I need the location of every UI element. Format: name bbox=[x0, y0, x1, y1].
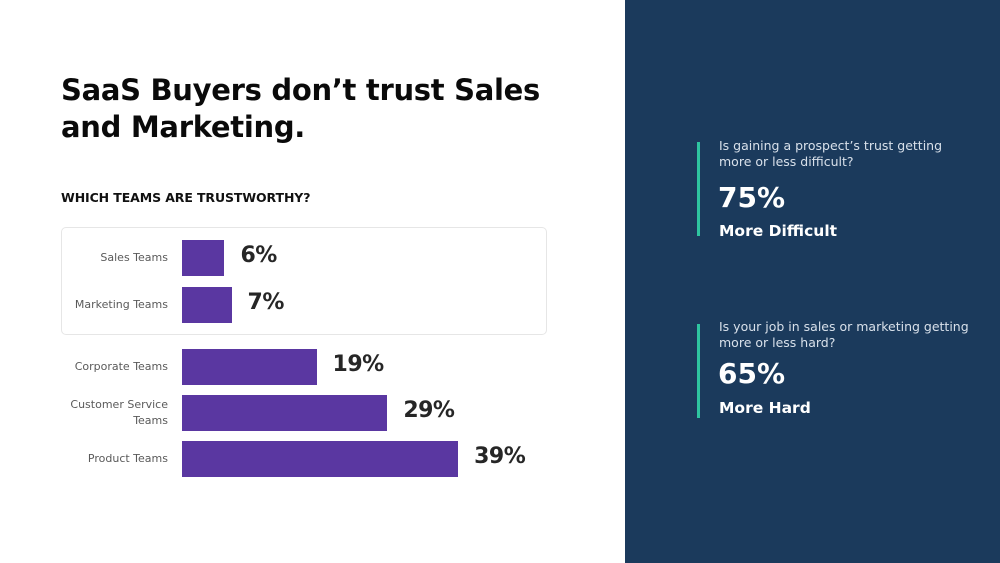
bar-label-sales-teams: Sales Teams bbox=[48, 250, 168, 266]
chart-subtitle: WHICH TEAMS ARE TRUSTWORTHY? bbox=[61, 190, 311, 205]
slide-title: SaaS Buyers don’t trust Sales and Market… bbox=[61, 73, 540, 144]
accent-bar bbox=[697, 142, 700, 236]
stat-question: Is your job in sales or marketing gettin… bbox=[719, 319, 969, 350]
stat-question: Is gaining a prospect’s trust getting mo… bbox=[719, 138, 943, 169]
bar-value-customer-service-teams: 29% bbox=[403, 398, 455, 423]
stat-value: 75% bbox=[718, 181, 786, 214]
bar-label-marketing-teams: Marketing Teams bbox=[48, 297, 168, 313]
bar-sales-teams bbox=[182, 240, 225, 276]
bar-corporate-teams bbox=[182, 349, 317, 385]
highlight-box bbox=[61, 227, 547, 335]
bar-customer-service-teams bbox=[182, 395, 388, 431]
accent-bar bbox=[697, 324, 700, 418]
stat-value: 65% bbox=[718, 357, 786, 390]
bar-label-line: Teams bbox=[133, 414, 168, 427]
chart-panel: SaaS Buyers don’t trust Sales and Market… bbox=[48, 73, 547, 477]
bar-value-marketing-teams: 7% bbox=[247, 290, 285, 315]
bar-product-teams bbox=[182, 441, 459, 477]
bar-label-line: Marketing Teams bbox=[74, 298, 168, 311]
bar-label-line: Customer Service bbox=[70, 398, 168, 411]
stat-caption: More Hard bbox=[719, 399, 811, 417]
bar-value-corporate-teams: 19% bbox=[332, 352, 385, 377]
bar-marketing-teams bbox=[182, 287, 232, 323]
bar-label-customer-service-teams: Customer Service Teams bbox=[48, 397, 168, 429]
bar-value-product-teams: 39% bbox=[474, 444, 526, 469]
bar-label-line: Sales Teams bbox=[100, 251, 168, 264]
stats-panel bbox=[625, 0, 1000, 563]
bar-value-sales-teams: 6% bbox=[240, 243, 277, 268]
stat-caption: More Difficult bbox=[719, 222, 838, 240]
bar-label-line: Corporate Teams bbox=[74, 360, 168, 373]
bar-label-product-teams: Product Teams bbox=[48, 451, 168, 467]
bar-label-corporate-teams: Corporate Teams bbox=[48, 359, 168, 375]
bar-label-line: Product Teams bbox=[87, 452, 168, 465]
